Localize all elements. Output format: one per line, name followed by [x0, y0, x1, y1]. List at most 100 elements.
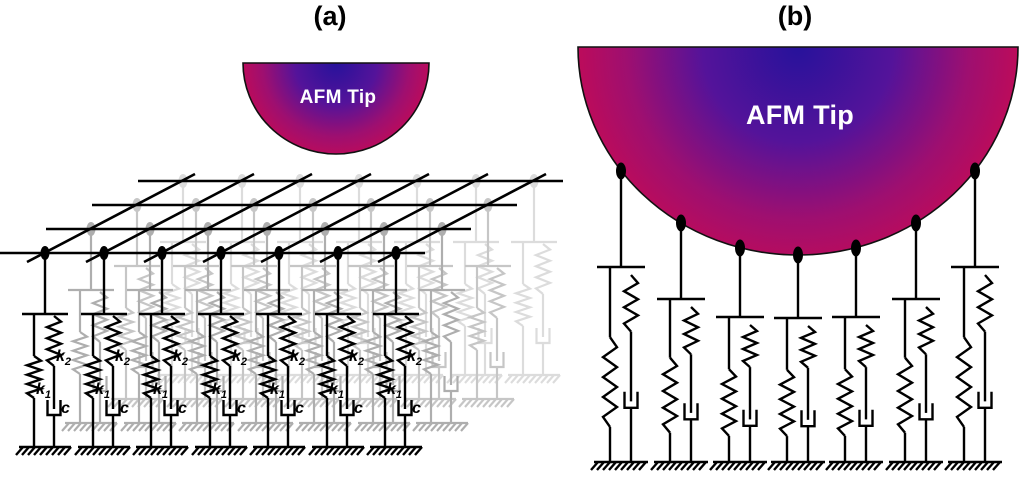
ground-hatch-tick [662, 461, 671, 471]
spring-damper-unit [458, 198, 515, 408]
ground-hatch-tick [430, 422, 439, 432]
contact-node [333, 246, 343, 260]
ground-hatch-tick [21, 446, 30, 456]
ground-hatch-tick [968, 461, 977, 471]
ground-hatch-tick [313, 398, 322, 408]
spring-damper-unit [191, 246, 248, 456]
spring-k1 [199, 355, 221, 399]
ground-hatch-tick [476, 374, 485, 384]
ground-hatch-tick [855, 461, 864, 471]
ground-hatch-tick [460, 422, 469, 432]
ground-hatch-tick [337, 422, 346, 432]
ground-hatch-tick [767, 461, 776, 471]
spring-k2 [219, 315, 241, 367]
ground-hatch-tick [359, 398, 368, 408]
ground-hatch-tick [184, 398, 193, 408]
ground-hatch-tick [590, 461, 599, 471]
spring-k1-label: k1 [153, 381, 168, 401]
ground-hatch-tick [831, 461, 840, 471]
ground-hatch-tick [500, 398, 509, 408]
ground-hatch-tick [424, 422, 433, 432]
ground-hatch-tick [785, 461, 794, 471]
contact-node [851, 239, 861, 257]
ground-hatch-tick [528, 374, 537, 384]
ground-hatch-tick [992, 461, 1001, 471]
ground-hatch-tick [279, 446, 288, 456]
ground-hatch-tick [470, 398, 479, 408]
spring-damper-unit [590, 162, 648, 471]
ground-hatch-tick [138, 446, 147, 456]
ground-hatch-tick [273, 422, 282, 432]
ground-hatch-tick [733, 461, 742, 471]
ground-hatch-tick [122, 446, 131, 456]
spring-k2 [336, 315, 358, 367]
contact-node [216, 246, 226, 260]
spring-k1 [257, 355, 279, 399]
ground-hatch-tick [307, 422, 316, 432]
ground-hatch-tick [602, 461, 611, 471]
afm-tip-b [577, 46, 1019, 256]
spring-k2 [277, 315, 299, 367]
ground-hatch-tick [248, 374, 257, 384]
ground-hatch-tick [138, 422, 147, 432]
ground-hatch-tick [873, 461, 882, 471]
spring-k1 [660, 356, 680, 434]
ground-hatch-tick [230, 374, 239, 384]
damper-c-label: c [354, 400, 363, 417]
ground-hatch-tick [414, 446, 423, 456]
spring-k1-label: k1 [36, 381, 51, 401]
ground-hatch-tick [125, 398, 134, 408]
ground-hatch-tick [464, 374, 473, 384]
ground-hatch-tick [162, 446, 171, 456]
panel-b-label: (b) [777, 1, 813, 31]
damper-c-label: c [295, 400, 304, 417]
ground-hatch-tick [825, 461, 834, 471]
spring-k2 [266, 291, 286, 343]
ground-hatch-tick [320, 446, 329, 456]
contact-node [99, 246, 109, 260]
ground-hatch-tick [347, 374, 356, 384]
grid-diagonal-line [143, 172, 313, 264]
ground-hatch-tick [132, 422, 141, 432]
contact-node [735, 239, 745, 257]
spring-damper-unit [74, 246, 131, 456]
ground-hatch-tick [237, 422, 246, 432]
ground-hatch-tick [61, 422, 70, 432]
ground-hatch-tick [384, 446, 393, 456]
ground-hatch-tick [366, 446, 375, 456]
ground-hatch-tick [294, 374, 303, 384]
ground-hatch-tick [191, 446, 200, 456]
spring-k2 [441, 291, 461, 343]
damper-c-label: c [237, 400, 246, 417]
spring-k1 [23, 355, 45, 399]
spring-damper-unit [132, 246, 189, 456]
ground-hatch-tick [757, 461, 766, 471]
spring-k2 [487, 267, 507, 319]
ground-hatch-tick [171, 374, 180, 384]
contact-node [616, 162, 626, 180]
ground-hatch-tick [408, 446, 417, 456]
ground-hatch-tick [849, 461, 858, 471]
ground-hatch-tick [338, 446, 347, 456]
spring-k2 [358, 243, 378, 295]
spring-k1 [303, 331, 325, 375]
ground-hatch-tick [366, 422, 375, 432]
spring-k2 [312, 267, 332, 319]
spring-damper-unit [308, 246, 365, 456]
ground-hatch-tick [709, 461, 718, 471]
ground-hatch-tick [797, 461, 806, 471]
ground-hatch-tick [986, 461, 995, 471]
ground-hatch-tick [488, 398, 497, 408]
ground-hatch-tick [239, 446, 248, 456]
ground-hatch-tick [412, 398, 421, 408]
ground-hatch-tick [15, 446, 24, 456]
afm-tip-a-label: AFM Tip [299, 87, 377, 108]
spring-k2-label: k2 [290, 348, 305, 368]
ground-hatch-tick [236, 398, 245, 408]
ground-hatch-tick [79, 422, 88, 432]
ground-hatch-tick [739, 461, 748, 471]
ground-hatch-tick [482, 374, 491, 384]
ground-hatch-tick [279, 422, 288, 432]
contact-node [274, 246, 284, 260]
